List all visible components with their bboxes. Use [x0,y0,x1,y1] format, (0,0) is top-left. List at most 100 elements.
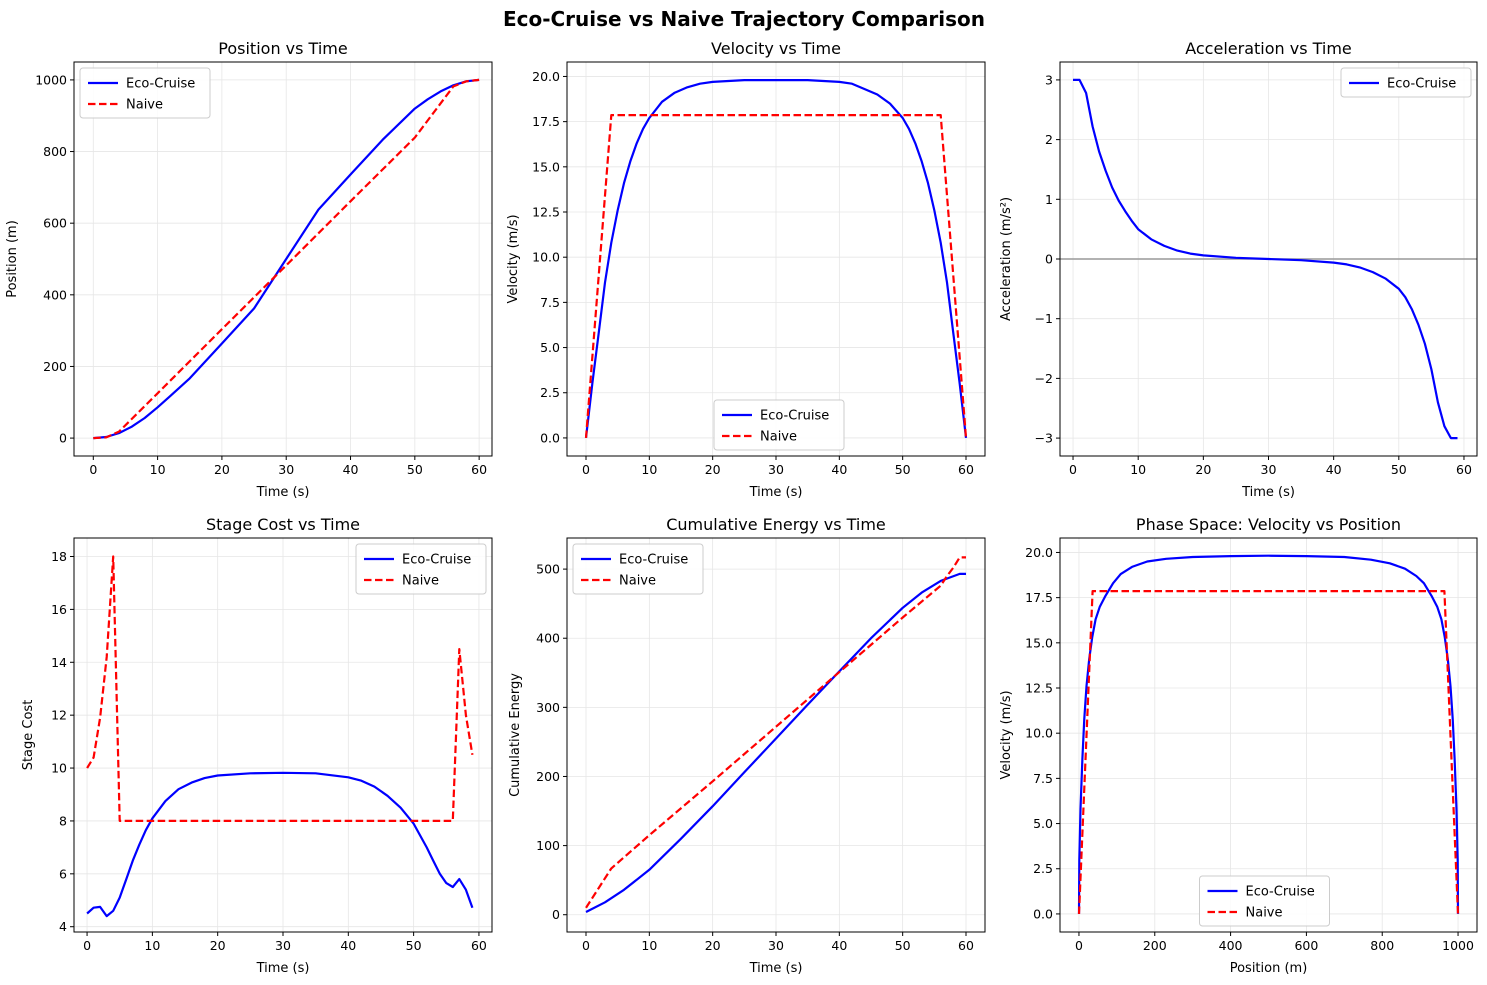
x-axis-label: Time (s) [256,485,310,500]
series-line-naive [1077,590,1460,914]
legend: Eco-Cruise Naive [79,67,211,119]
y-tick-label: −1 [1035,311,1053,326]
x-tick-label: 60 [471,462,487,477]
x-tick-label: 20 [705,938,721,953]
x-tick-label: 60 [471,938,487,953]
subplot-title: Acceleration vs Time [1185,39,1352,58]
y-tick-label: 7.5 [540,295,560,310]
y-axis-label: Cumulative Energy [508,673,523,797]
x-tick-label: 30 [768,462,784,477]
panel-2-velocity-vs-time: 0 10 20 30 40 50 60 0.0 2.5 5.0 7.5 10.0 12.5 15.0 17.… [506,39,986,500]
x-tick-label: 60 [958,938,974,953]
legend-label-eco-cruise: Eco-Cruise [619,553,688,568]
legend-label-eco-cruise: Eco-Cruise [1246,885,1315,900]
series-line-naive [584,114,968,438]
y-tick-label: 3 [1045,72,1053,87]
legend-label-eco-cruise: Eco-Cruise [402,553,471,568]
x-axis-label: Position (m) [1230,961,1308,976]
x-tick-label: 30 [768,938,784,953]
legend-label-eco-cruise: Eco-Cruise [760,409,829,424]
y-tick-label: 8 [59,813,67,828]
y-tick-label: 600 [43,216,67,231]
subplot-title: Phase Space: Velocity vs Position [1136,515,1401,534]
y-tick-label: 10.0 [532,250,560,265]
y-tick-label: 300 [536,700,560,715]
y-tick-label: 10 [51,761,67,776]
legend-label-naive: Naive [760,430,797,445]
legend-label-naive: Naive [402,574,439,589]
legend-label-eco-cruise: Eco-Cruise [126,77,195,92]
x-tick-label: 50 [406,938,422,953]
y-tick-label: 4 [59,919,67,934]
y-tick-label: 17.5 [532,114,560,129]
y-tick-label: −3 [1035,431,1053,446]
x-tick-label: 50 [407,462,423,477]
y-tick-label: 20.0 [532,69,560,84]
y-tick-label: 400 [43,287,67,302]
y-tick-label: 500 [536,562,560,577]
axes-frame [1059,537,1478,933]
y-tick-label: 10.0 [1025,726,1053,741]
legend: Eco-Cruise Naive [572,543,704,595]
figure-title: Eco-Cruise vs Naive Trajectory Compariso… [503,7,985,31]
legend-label-eco-cruise: Eco-Cruise [1387,77,1456,92]
legend-box [713,399,845,451]
legend: Eco-Cruise Naive [1199,875,1330,927]
y-tick-label: 5.0 [1033,816,1053,831]
x-tick-label: 0 [83,938,91,953]
legend-box [1340,67,1472,98]
x-axis-label: Time (s) [1241,485,1295,500]
x-tick-label: 0 [1075,938,1083,953]
x-tick-label: 20 [1195,462,1211,477]
y-tick-label: 6 [59,866,67,881]
y-tick-label: 15.0 [1025,635,1053,650]
y-tick-label: 1 [1045,192,1053,207]
legend-label-naive: Naive [126,98,163,113]
x-tick-label: 20 [214,462,230,477]
y-tick-label: 20.0 [1025,545,1053,560]
y-tick-label: 0 [552,907,560,922]
y-tick-label: 12.5 [1025,681,1053,696]
x-tick-label: 0 [89,462,97,477]
series-line-eco-cruise [585,572,966,913]
x-tick-label: 0 [582,462,590,477]
series-line-naive [585,556,966,909]
panel-3-acceleration-vs-time: 0 10 20 30 40 50 60 −3 −2 −1 0 1 2 3 Acceleration vs T… [999,39,1478,500]
subplot-title: Velocity vs Time [711,39,841,58]
x-tick-label: 50 [895,938,911,953]
x-tick-label: 60 [1456,462,1472,477]
y-tick-label: 100 [536,838,560,853]
x-tick-label: 50 [895,462,911,477]
y-tick-label: 0 [1045,252,1053,267]
panel-4-stage-cost-vs-time: 0 10 20 30 40 50 60 4 6 8 10 12 14 16 18 Stage Cost vs … [21,515,493,976]
y-tick-label: 1000 [35,72,67,87]
x-tick-label: 400 [1219,938,1243,953]
y-tick-label: 200 [43,359,67,374]
legend-box [572,543,704,595]
y-tick-label: 200 [536,769,560,784]
y-axis-label: Velocity (m/s) [999,690,1014,779]
legend-label-naive: Naive [619,574,656,589]
legend: Eco-Cruise [1340,67,1472,98]
legend: Eco-Cruise Naive [355,543,487,595]
x-tick-label: 10 [144,938,160,953]
x-tick-label: 30 [1261,462,1277,477]
y-tick-label: 17.5 [1025,590,1053,605]
legend: Eco-Cruise Naive [713,399,845,451]
y-axis-label: Position (m) [5,220,20,298]
x-tick-label: 50 [1391,462,1407,477]
x-tick-label: 40 [831,938,847,953]
y-tick-label: 18 [51,549,67,564]
x-tick-label: 10 [641,938,657,953]
x-tick-label: 10 [150,462,166,477]
x-tick-label: 10 [641,462,657,477]
panel-6-phase-space-velocity-vs-position: 0 200 400 600 800 1000 0.0 2.5 5.0 7.5 10.0 12.5 15.… [999,515,1478,976]
x-tick-label: 0 [1069,462,1077,477]
panel-5-cumulative-energy-vs-time: 0 10 20 30 40 50 60 0 100 200 300 400 500 Cumulative … [508,515,986,976]
x-tick-label: 40 [340,938,356,953]
y-tick-label: −2 [1035,371,1053,386]
x-axis-label: Time (s) [749,485,803,500]
legend-box [355,543,487,595]
